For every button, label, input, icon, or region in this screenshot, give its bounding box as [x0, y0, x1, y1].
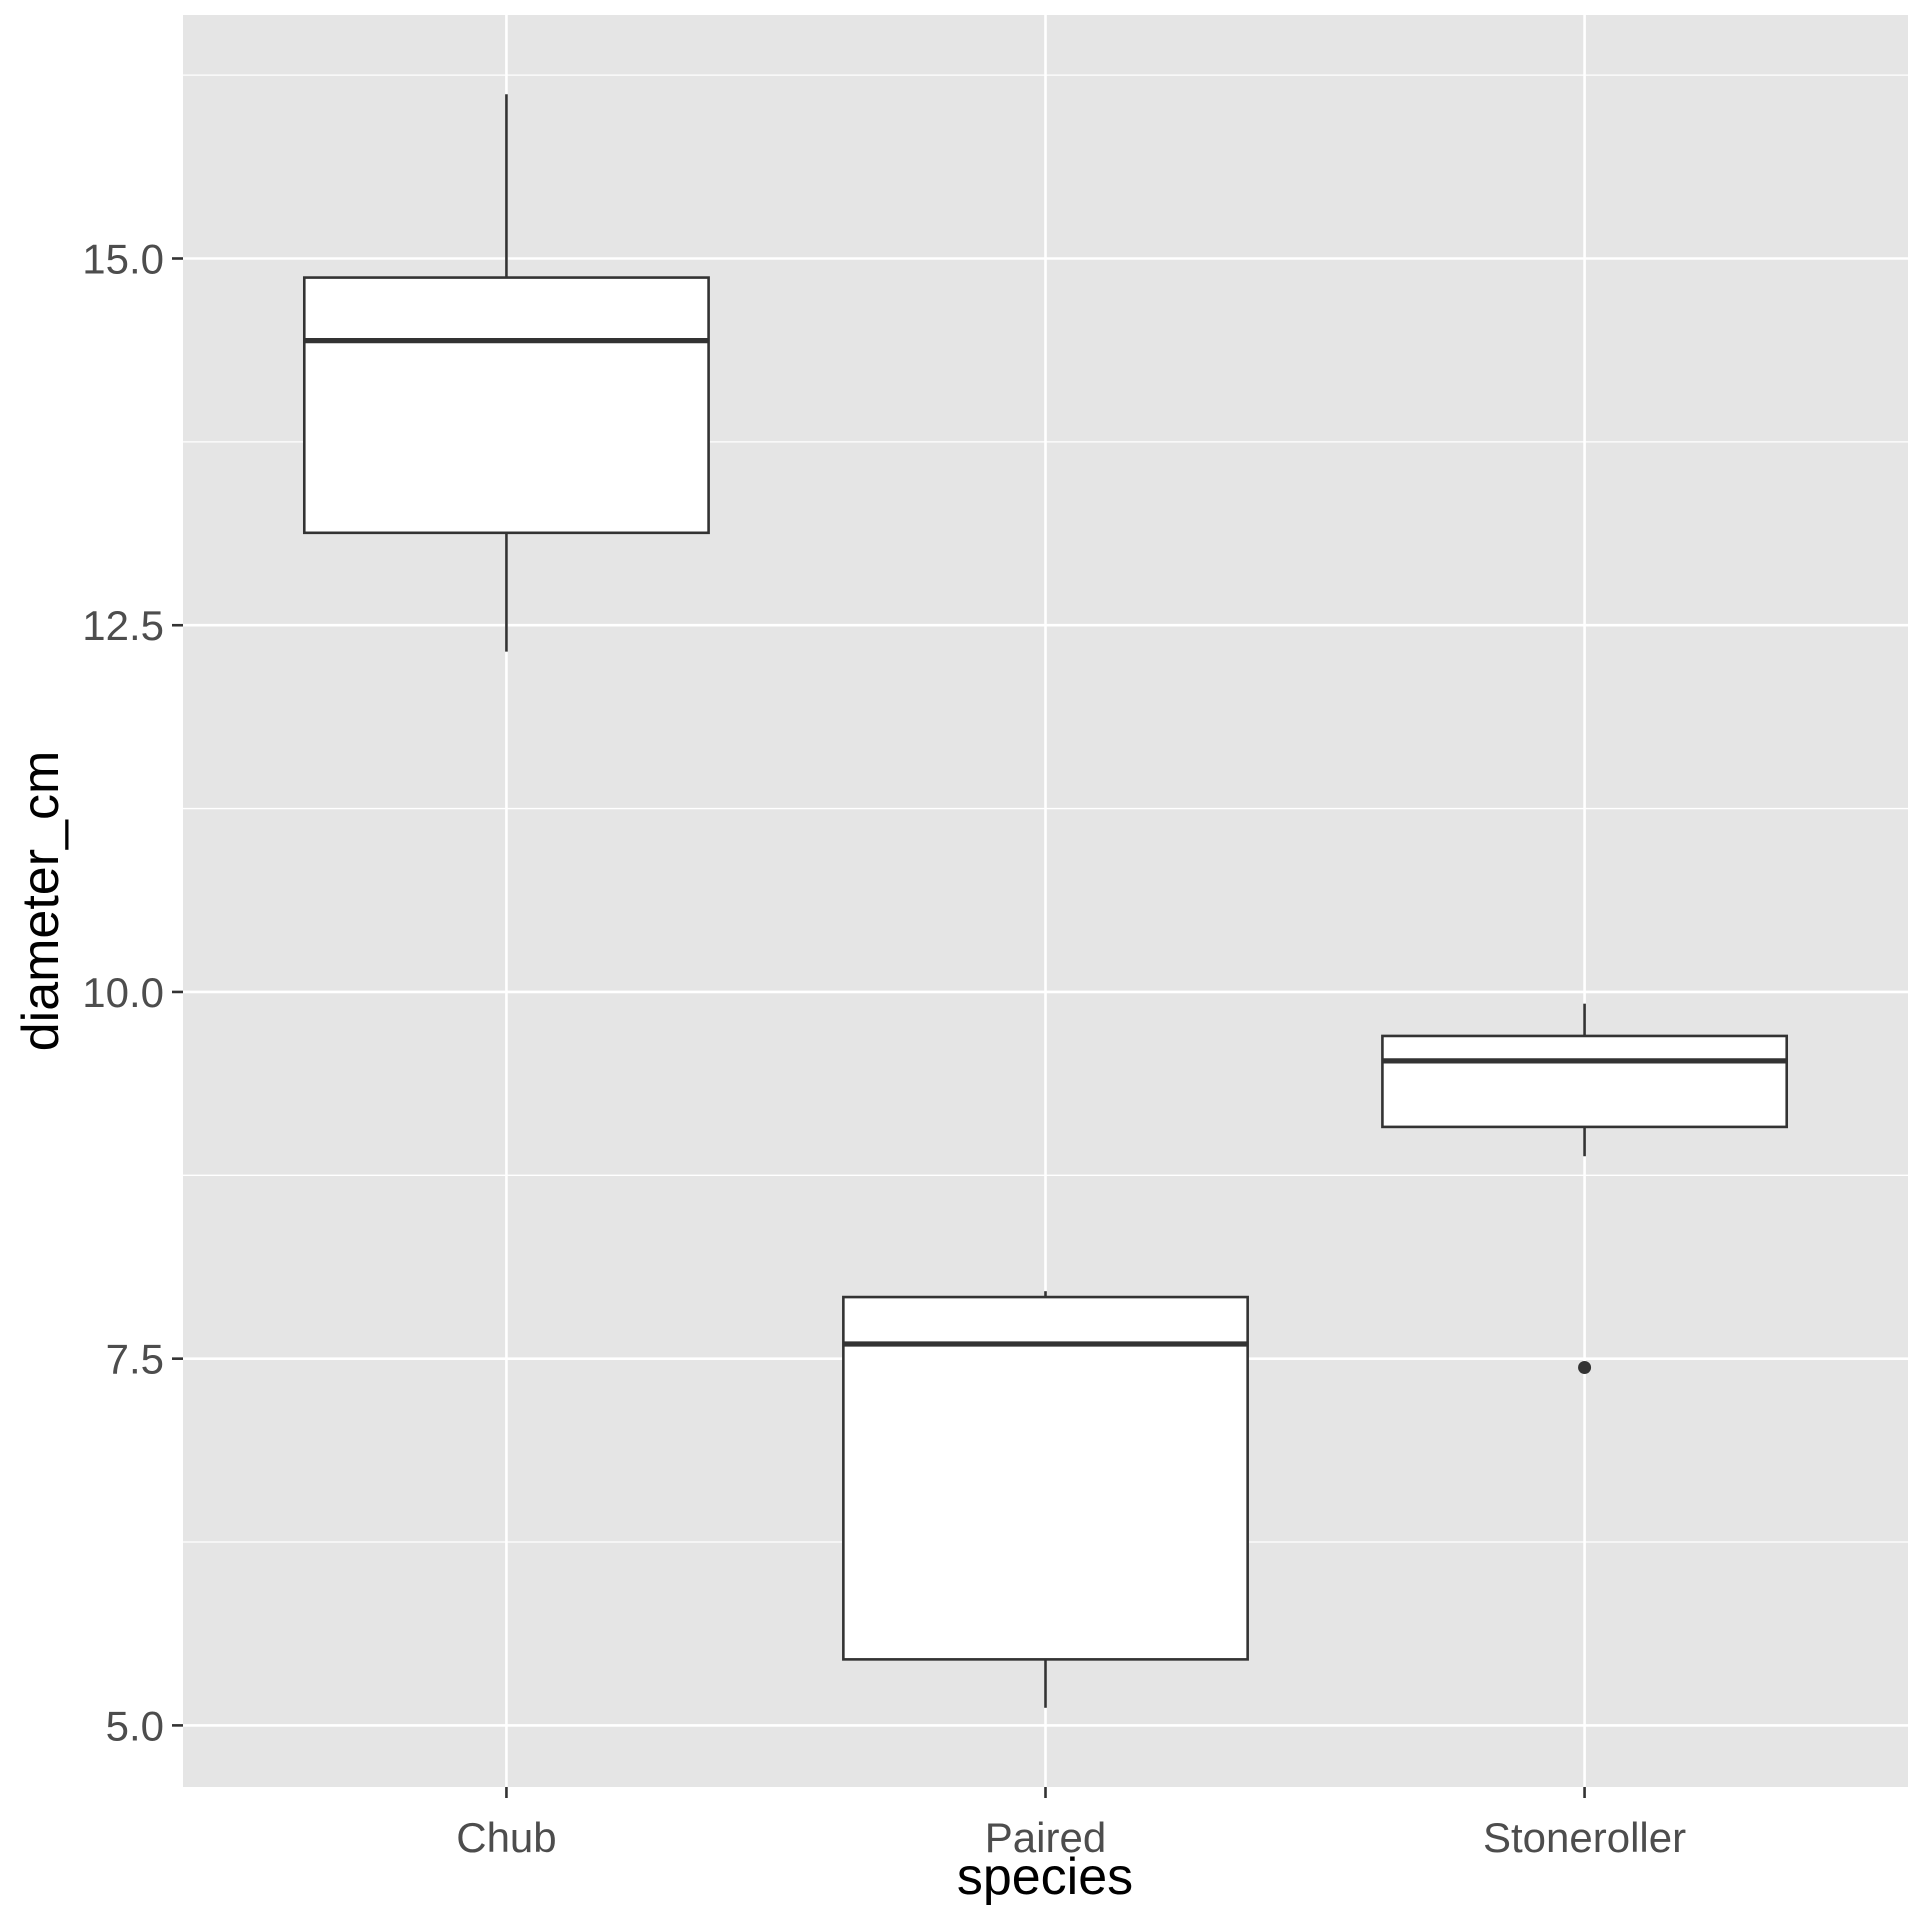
box-stoneroller — [1381, 1003, 1789, 1374]
y-axis-ticks: 5.0 7.5 10.0 12.5 15.0 — [82, 236, 183, 1749]
box-iqr — [302, 276, 710, 535]
x-axis-title: species — [957, 1848, 1133, 1906]
box-iqr — [842, 1295, 1249, 1661]
y-axis-title: diameter_cm — [12, 751, 70, 1052]
y-tick-label: 5.0 — [106, 1702, 164, 1749]
x-axis-ticks: Chub Paired Stoneroller — [456, 1787, 1686, 1861]
outlier-point — [1578, 1360, 1592, 1374]
box-series — [302, 94, 1789, 1708]
y-tick-label: 10.0 — [82, 969, 164, 1016]
y-tick-label: 12.5 — [82, 602, 164, 649]
x-tick-label: Chub — [456, 1814, 556, 1861]
box-paired — [842, 1291, 1249, 1708]
box-chub — [302, 94, 710, 652]
box-iqr — [1381, 1034, 1789, 1129]
y-tick-label: 7.5 — [106, 1336, 164, 1383]
x-tick-label: Paired — [985, 1814, 1106, 1861]
x-tick-label: Stoneroller — [1483, 1814, 1686, 1861]
y-tick-label: 15.0 — [82, 236, 164, 283]
